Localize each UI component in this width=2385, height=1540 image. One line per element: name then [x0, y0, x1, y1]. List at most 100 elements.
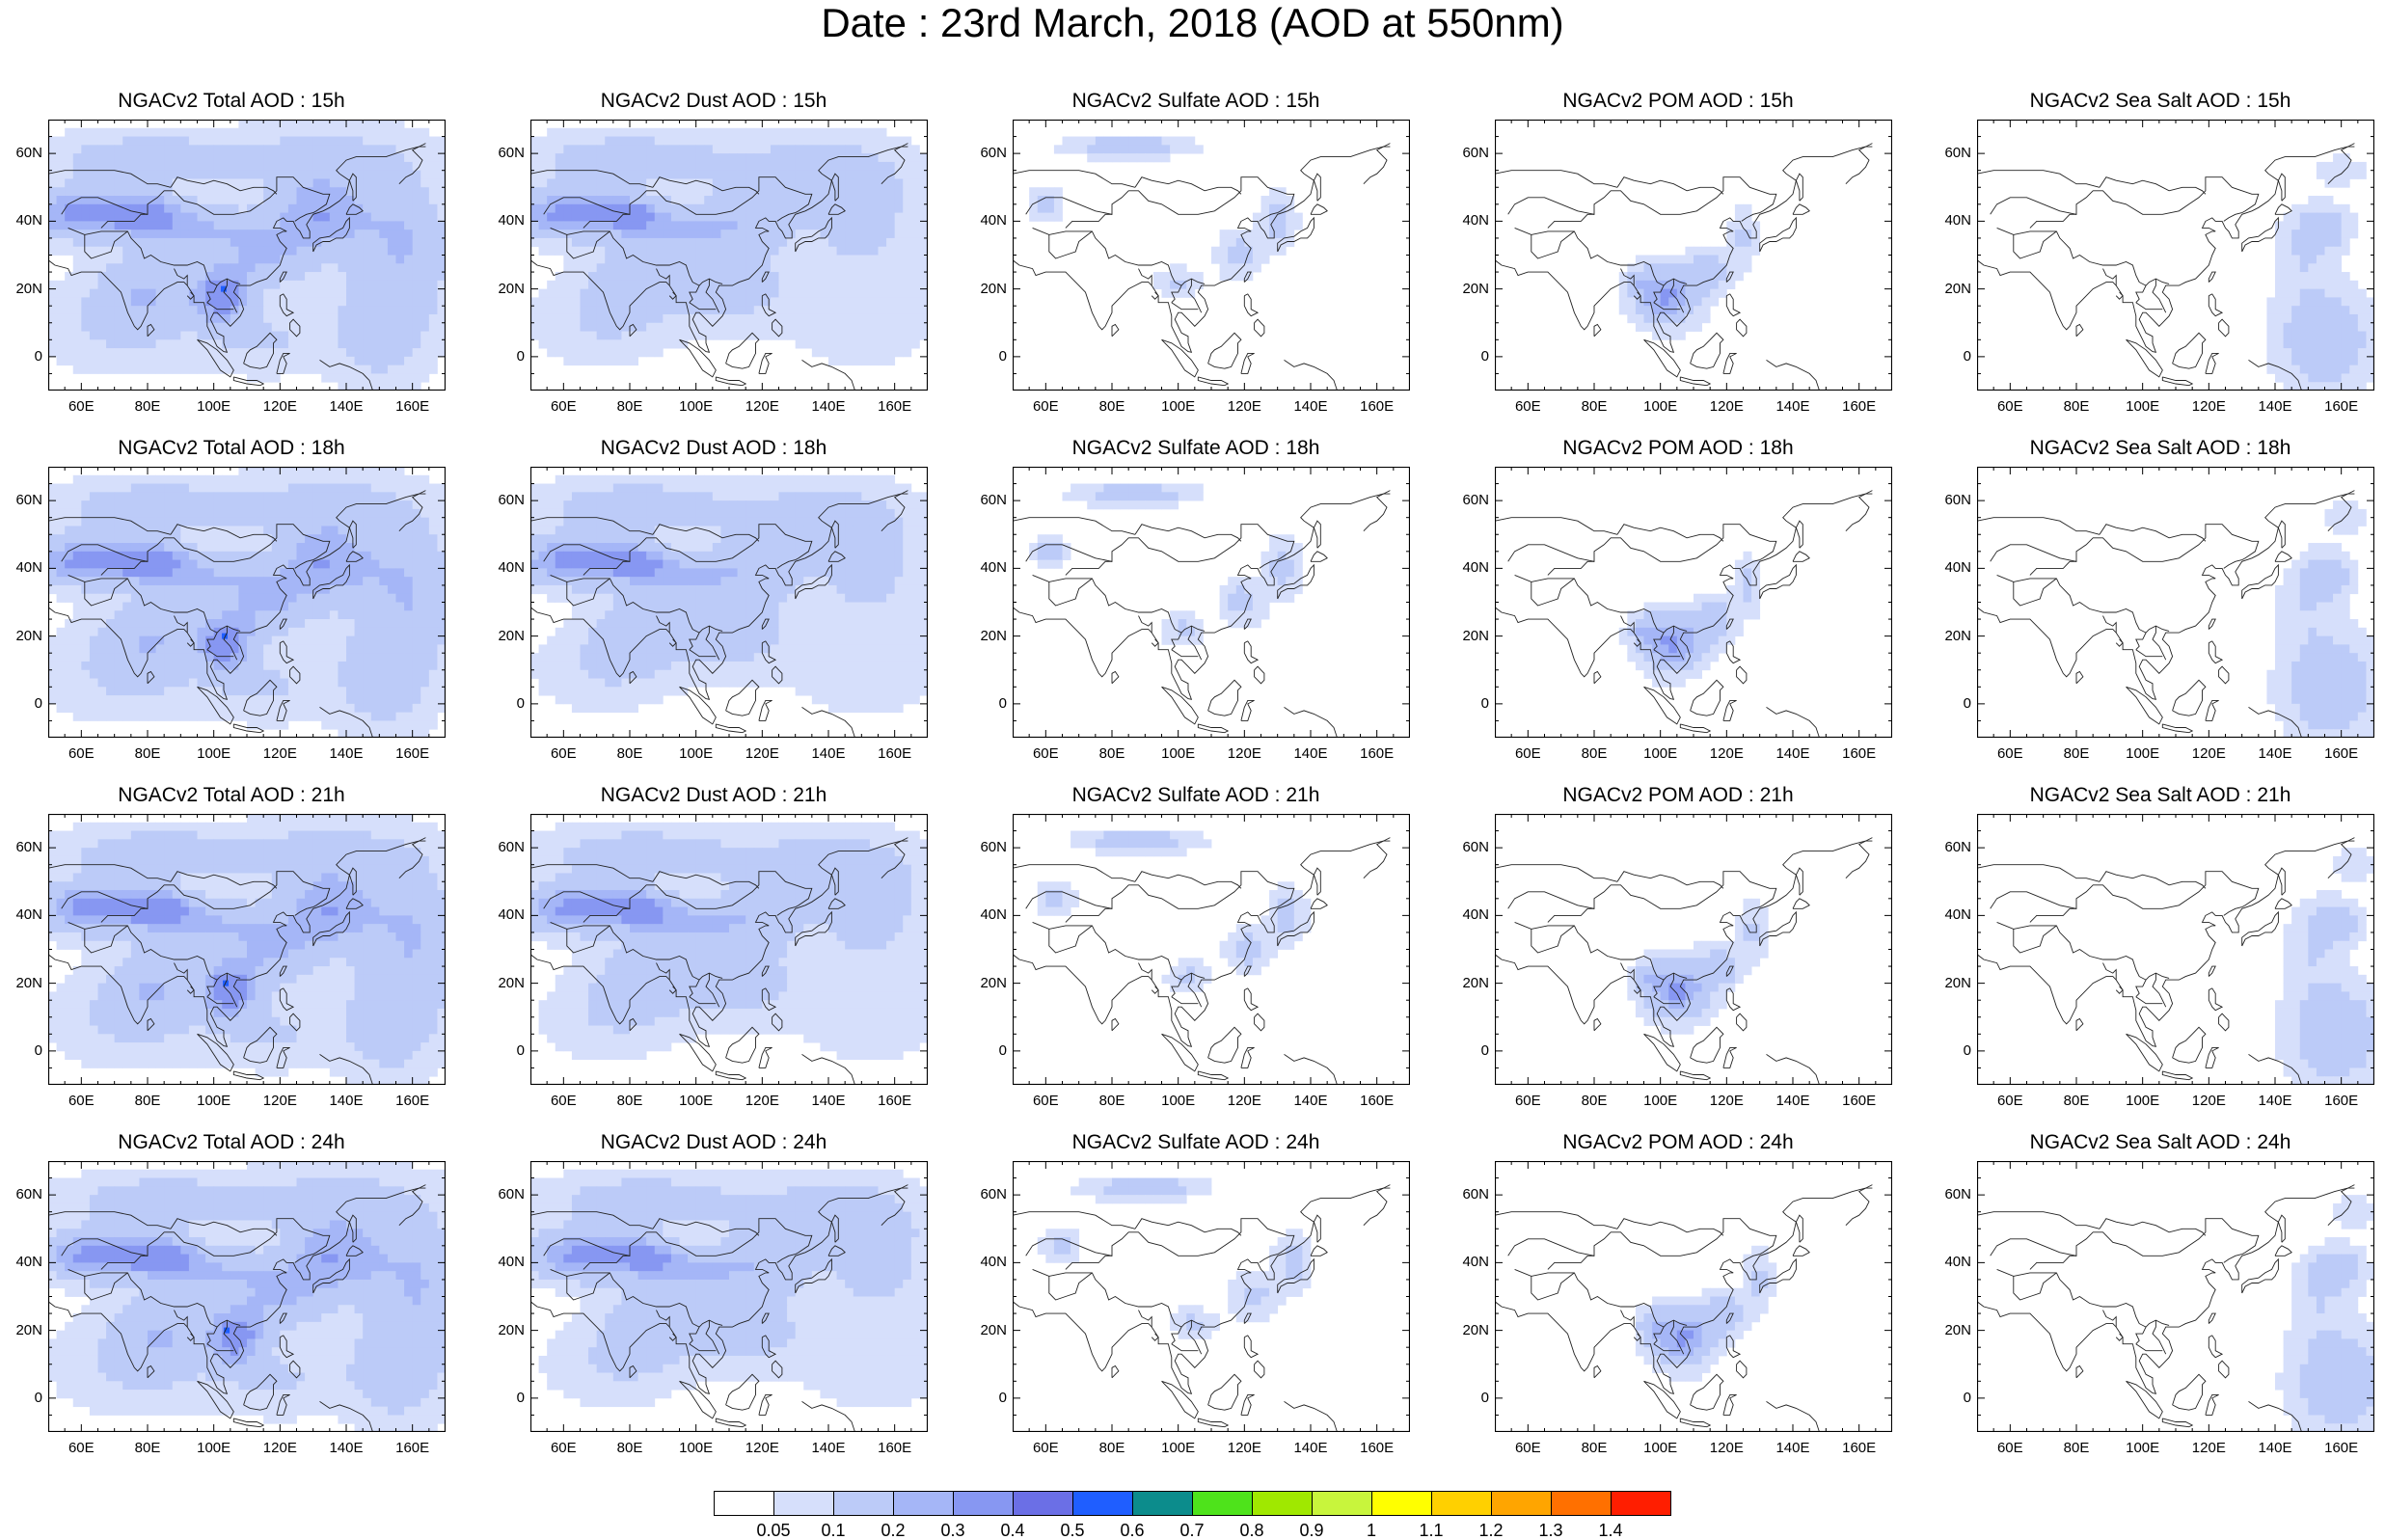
aod-cell — [638, 178, 647, 187]
aod-cell — [148, 153, 156, 162]
lat-tick-label: 20N — [0, 282, 42, 297]
aod-cell — [256, 475, 264, 484]
aod-cell — [2291, 306, 2300, 314]
aod-cell — [214, 145, 223, 153]
aod-cell — [371, 137, 380, 146]
aod-cell — [247, 568, 256, 577]
aod-cell — [1170, 289, 1179, 298]
aod-cell — [263, 534, 272, 543]
aod-cell — [655, 213, 664, 222]
aod-cell — [90, 568, 98, 577]
aod-cell — [148, 662, 156, 670]
aod-cell — [330, 120, 339, 128]
aod-cell — [106, 171, 115, 179]
aod-cell — [297, 492, 306, 500]
aod-cell — [771, 256, 779, 264]
aod-cell — [597, 281, 606, 289]
aod-cell — [396, 653, 405, 662]
aod-cell — [812, 178, 821, 187]
aod-cell — [73, 137, 82, 146]
aod-cell — [122, 492, 131, 500]
aod-cell — [745, 171, 754, 179]
aod-cell — [779, 272, 788, 281]
aod-cell — [787, 314, 796, 323]
aod-cell — [879, 272, 887, 281]
aod-cell — [638, 297, 647, 306]
aod-cell — [787, 171, 796, 179]
aod-cell — [621, 204, 630, 213]
aod-cell — [572, 339, 581, 348]
aod-cell — [903, 339, 911, 348]
aod-cell — [305, 695, 313, 704]
aod-cell — [115, 687, 123, 695]
aod-cell — [139, 500, 148, 509]
aod-cell — [861, 357, 870, 365]
aod-cell — [263, 518, 272, 527]
aod-cell — [90, 560, 98, 569]
aod-cell — [198, 543, 206, 552]
aod-cell — [90, 263, 98, 272]
aod-cell — [919, 306, 928, 314]
aod-cell — [1071, 145, 1079, 153]
boundary-line — [2224, 213, 2242, 222]
aod-cell — [305, 687, 313, 695]
aod-cell — [222, 171, 230, 179]
aod-cell — [65, 137, 73, 146]
aod-cell — [396, 120, 405, 128]
aod-cell — [638, 339, 647, 348]
aod-cell — [911, 213, 920, 222]
aod-cell — [605, 357, 613, 365]
aod-cell — [272, 526, 281, 534]
aod-cell — [754, 484, 763, 493]
aod-cell — [437, 263, 446, 272]
aod-cell — [363, 518, 371, 527]
aod-cell — [247, 619, 256, 628]
boundary-line — [1495, 171, 1617, 188]
aod-cell — [2317, 323, 2325, 332]
aod-cell — [429, 289, 438, 298]
aod-cell — [396, 128, 405, 137]
aod-cell — [1661, 272, 1669, 281]
aod-cell — [870, 475, 879, 484]
aod-cell — [588, 187, 597, 196]
aod-cell — [820, 145, 828, 153]
aod-cell — [388, 256, 396, 264]
aod-cell — [122, 365, 131, 374]
aod-cell — [256, 128, 264, 137]
aod-cell — [420, 619, 429, 628]
aod-cell — [355, 272, 364, 281]
aod-cell — [547, 204, 556, 213]
aod-cell — [621, 196, 630, 204]
aod-cell — [1278, 187, 1287, 196]
aod-cell — [787, 221, 796, 230]
aod-cell — [420, 518, 429, 527]
aod-cell — [238, 137, 247, 146]
aod-cell — [696, 171, 705, 179]
aod-cell — [238, 332, 247, 340]
aod-cell — [911, 272, 920, 281]
aod-cell — [98, 534, 107, 543]
aod-cell — [886, 256, 895, 264]
aod-cell — [81, 178, 90, 187]
aod-cell — [588, 272, 597, 281]
aod-cell — [796, 162, 804, 171]
aod-cell — [2349, 281, 2358, 289]
aod-cell — [48, 187, 57, 196]
aod-cell — [90, 357, 98, 365]
aod-cell — [131, 619, 140, 628]
aod-cell — [2325, 263, 2334, 272]
aod-cell — [879, 230, 887, 238]
aod-cell — [346, 289, 355, 298]
aod-cell — [256, 247, 264, 256]
aod-cell — [630, 272, 638, 281]
aod-cell — [122, 238, 131, 247]
aod-cell — [1685, 247, 1694, 256]
aod-cell — [363, 153, 371, 162]
aod-cell — [313, 332, 322, 340]
aod-cell — [256, 297, 264, 306]
aod-cell — [131, 339, 140, 348]
aod-cell — [420, 332, 429, 340]
aod-cell — [122, 603, 131, 611]
aod-cell — [164, 568, 173, 577]
aod-cell — [729, 221, 738, 230]
